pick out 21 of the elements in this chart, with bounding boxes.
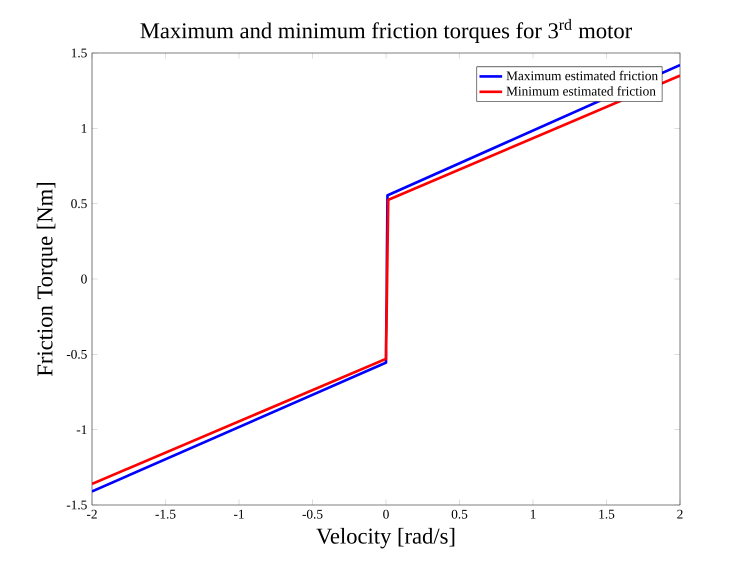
y-tick-label: 0.5 [71,199,87,208]
y-tick-label: -0.5 [66,350,87,359]
chart-title: Maximum and minimum friction torques for 3$^{rd}$ motor [140,18,632,43]
x-tick-label: -1 [234,510,244,518]
legend-label: Minimum estimated friction [506,86,656,96]
x-tick-label: 0 [383,510,389,519]
x-tick-label: 1 [530,510,536,518]
x-tick-label: -2 [86,510,97,518]
y-tick-label: -1.5 [66,500,87,510]
y-axis-title: Friction Torque [Nm] [36,182,58,376]
y-tick-label: 0 [81,274,87,284]
x-tick-label: 0.5 [452,510,468,519]
x-tick-label: 2 [677,510,683,518]
legend-label: Maximum estimated friction [506,70,658,80]
x-axis-title: Velocity [rad/s] [316,528,454,548]
y-tick-label: 1.5 [72,48,87,58]
x-tick-label: -0.5 [302,510,322,519]
y-tick-label: 1 [82,124,87,133]
x-tick-label: 1.5 [599,510,614,519]
y-tick-label: -1 [76,425,87,434]
x-tick-label: -1.5 [155,510,176,519]
